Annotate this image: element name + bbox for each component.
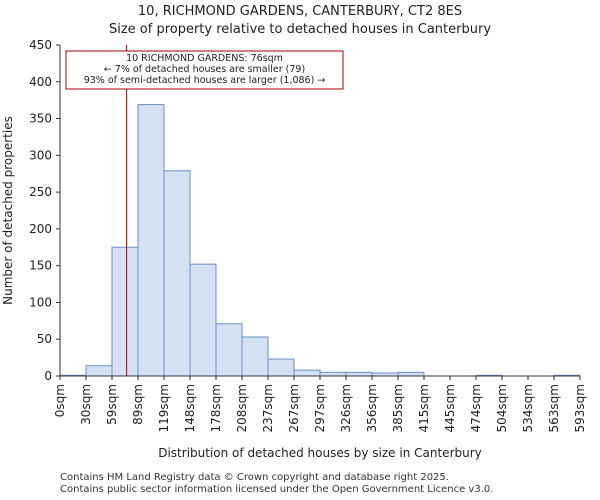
x-tick-label: 89sqm <box>131 384 145 425</box>
bar-30sqm <box>85 365 113 377</box>
x-tick-label: 356sqm <box>365 384 379 432</box>
x-tick-label: 148sqm <box>183 384 197 432</box>
y-tick-label: 100 <box>29 295 52 309</box>
bars-group <box>59 104 581 377</box>
x-tick-label: 504sqm <box>495 384 509 432</box>
y-tick-label: 350 <box>29 112 52 126</box>
y-tick-label: 300 <box>29 148 52 162</box>
bar-59sqm <box>111 246 139 377</box>
x-tick-label: 178sqm <box>209 384 223 432</box>
y-tick-label: 50 <box>37 332 52 346</box>
x-tick-label: 474sqm <box>469 384 483 432</box>
bar-237sqm <box>267 358 295 377</box>
bar-119sqm <box>163 170 191 377</box>
x-tick-label: 0sqm <box>53 384 67 417</box>
bar-297sqm <box>319 371 347 377</box>
x-tick-label: 385sqm <box>391 384 405 432</box>
x-tick-label: 326sqm <box>339 384 353 432</box>
x-tick-label: 30sqm <box>79 384 93 425</box>
y-tick-label: 400 <box>29 75 52 89</box>
chart-subtitle: Size of property relative to detached ho… <box>108 22 492 37</box>
footer-licence: Contains public sector information licen… <box>60 484 494 495</box>
y-tick-label: 250 <box>29 185 52 199</box>
x-axis-label: Distribution of detached houses by size … <box>158 446 482 460</box>
x-tick-label: 297sqm <box>313 384 327 432</box>
y-tick-label: 0 <box>44 369 52 383</box>
chart-title: 10, RICHMOND GARDENS, CANTERBURY, CT2 8E… <box>137 4 463 19</box>
x-tick-label: 415sqm <box>417 384 431 432</box>
y-axis: 0 50 100 150 200 250 300 350 400 450 <box>29 38 61 383</box>
x-tick-label: 593sqm <box>573 384 587 432</box>
bar-326sqm <box>345 371 373 377</box>
y-tick-label: 150 <box>29 259 52 273</box>
y-tick-label: 200 <box>29 222 52 236</box>
y-tick-label: 450 <box>29 38 52 52</box>
annotation-box <box>65 50 344 90</box>
x-tick-label: 119sqm <box>157 384 171 432</box>
x-tick-label: 208sqm <box>235 384 249 432</box>
bar-178sqm <box>215 323 243 377</box>
annotation-line-3: 93% of semi-detached houses are larger (… <box>84 75 326 86</box>
bar-89sqm <box>137 104 165 377</box>
bar-267sqm <box>293 369 321 377</box>
x-tick-label: 267sqm <box>287 384 301 432</box>
x-axis: 0sqm 30sqm 59sqm 89sqm 119sqm 148sqm 178sqm 208… <box>53 375 587 432</box>
y-axis-label: Number of detached properties <box>1 116 15 305</box>
x-tick-label: 534sqm <box>521 384 535 432</box>
annotation-line-1: 10 RICHMOND GARDENS: 76sqm <box>126 53 283 64</box>
x-tick-label: 237sqm <box>261 384 275 432</box>
footer-copyright: Contains HM Land Registry data © Crown c… <box>60 472 449 483</box>
bar-385sqm <box>397 371 425 377</box>
x-tick-label: 445sqm <box>443 384 457 432</box>
x-tick-label: 59sqm <box>105 384 119 425</box>
x-tick-label: 563sqm <box>547 384 561 432</box>
bar-148sqm <box>189 263 217 377</box>
bar-208sqm <box>241 336 269 377</box>
annotation-line-2: ← 7% of detached houses are smaller (79) <box>104 64 305 75</box>
